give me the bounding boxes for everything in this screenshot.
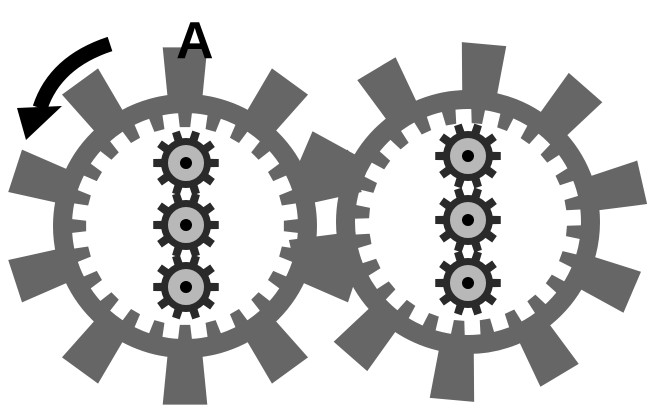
inner-tooth	[229, 309, 249, 329]
outer-tooth	[245, 68, 309, 134]
outer-tooth	[357, 57, 418, 122]
gear-label: A	[176, 12, 214, 70]
inner-tooth	[527, 294, 548, 315]
outer-tooth	[518, 322, 579, 387]
inner-tooth	[388, 129, 409, 150]
outer-tooth	[538, 72, 603, 138]
inner-tooth	[559, 251, 579, 269]
outer-tooth	[8, 248, 70, 303]
outer-tooth	[577, 256, 641, 313]
inner-tooth	[504, 309, 523, 330]
small-gear-icon	[435, 123, 501, 189]
inner-tooth	[370, 150, 391, 170]
small-gear-icon	[435, 250, 501, 316]
right-planet-gears	[435, 123, 501, 316]
inner-tooth	[375, 281, 396, 302]
small-gear-icon	[153, 130, 219, 196]
inner-tooth	[205, 320, 222, 339]
inner-tooth	[555, 167, 576, 186]
inner-tooth	[520, 124, 540, 145]
inner-tooth	[121, 309, 141, 329]
inner-tooth	[353, 204, 371, 219]
inner-tooth	[357, 175, 377, 193]
outer-tooth	[461, 42, 507, 98]
inner-tooth	[540, 142, 561, 163]
inner-tooth	[479, 318, 495, 337]
inner-tooth	[148, 113, 165, 132]
inner-tooth	[251, 139, 272, 160]
inner-tooth	[497, 111, 515, 131]
inner-tooth	[177, 324, 193, 341]
small-gear-icon	[435, 187, 501, 253]
small-gear-icon	[153, 254, 219, 320]
right-ring-gear	[288, 42, 648, 402]
outer-tooth	[587, 160, 648, 211]
inner-tooth	[421, 313, 439, 333]
inner-tooth	[279, 189, 298, 206]
inner-tooth	[70, 218, 87, 234]
inner-tooth	[82, 162, 102, 182]
inner-tooth	[98, 139, 119, 160]
outer-tooth	[333, 306, 398, 372]
left-ring-gear	[8, 47, 362, 405]
inner-tooth	[441, 107, 457, 126]
inner-tooth	[229, 123, 249, 143]
curved-arrow-counterclockwise-icon	[17, 36, 113, 140]
gear-rim	[336, 90, 600, 354]
inner-tooth	[564, 195, 583, 211]
outer-tooth	[162, 47, 208, 100]
inner-tooth	[565, 225, 583, 240]
inner-tooth	[353, 233, 372, 249]
outer-tooth	[8, 149, 70, 204]
inner-tooth	[177, 111, 193, 128]
inner-tooth	[121, 123, 141, 143]
outer-tooth	[429, 346, 475, 402]
inner-tooth	[396, 299, 416, 320]
inner-tooth	[268, 162, 288, 182]
outer-tooth	[295, 131, 359, 188]
inner-tooth	[545, 274, 566, 294]
inner-tooth	[98, 292, 119, 313]
inner-tooth	[72, 246, 91, 263]
inner-tooth	[471, 107, 486, 125]
inner-tooth	[413, 114, 432, 135]
inner-tooth	[450, 319, 465, 337]
small-gear-icon	[153, 192, 219, 258]
left-planet-gears	[153, 130, 219, 320]
inner-tooth	[283, 218, 300, 234]
outer-tooth	[245, 318, 309, 384]
inner-tooth	[268, 270, 288, 290]
outer-tooth	[162, 352, 208, 405]
inner-tooth	[148, 320, 165, 339]
inner-tooth	[360, 258, 381, 277]
inner-tooth	[251, 292, 272, 313]
inner-tooth	[205, 113, 222, 132]
outer-tooth	[61, 68, 125, 134]
outer-tooth	[61, 318, 125, 384]
gear-rim	[53, 94, 317, 358]
inner-tooth	[82, 270, 102, 290]
inner-tooth	[72, 189, 91, 206]
outer-tooth	[288, 233, 349, 284]
